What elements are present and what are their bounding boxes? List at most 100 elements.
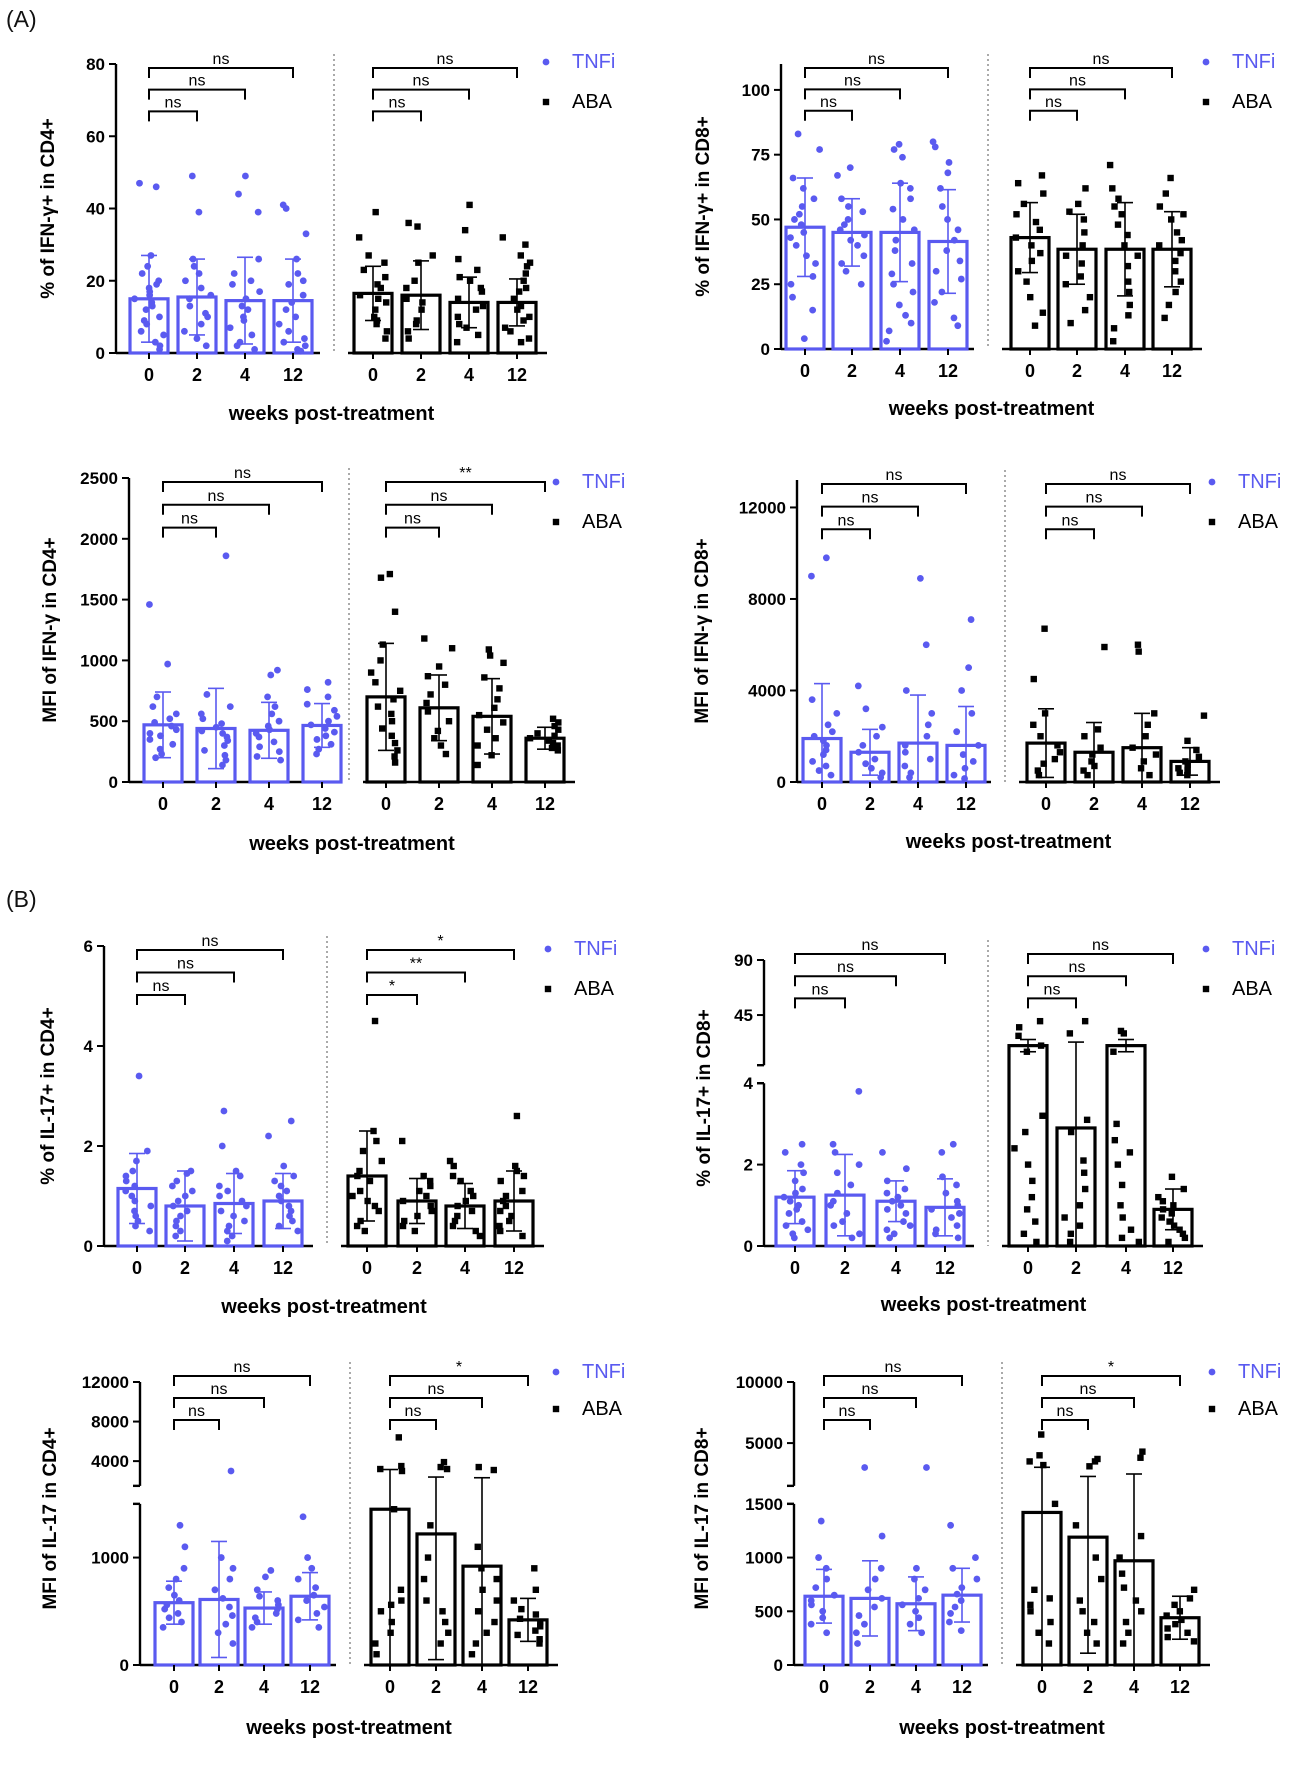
data-point-aba: [1054, 742, 1061, 749]
data-point-tnfi: [892, 236, 900, 244]
data-point-tnfi: [310, 1591, 318, 1599]
data-point-tnfi: [219, 1594, 227, 1602]
data-point-aba: [420, 1575, 428, 1583]
data-point-aba: [520, 317, 527, 324]
data-point-tnfi: [169, 1202, 177, 1210]
data-point-tnfi: [789, 174, 797, 182]
data-point-tnfi: [301, 342, 309, 350]
data-point-aba: [1029, 1177, 1036, 1185]
data-point-tnfi: [183, 1207, 191, 1215]
data-point-tnfi: [890, 1230, 898, 1238]
data-point-aba: [461, 226, 469, 234]
data-point-aba: [1110, 325, 1118, 332]
data-point-tnfi: [856, 1230, 863, 1238]
data-point-tnfi: [945, 159, 953, 166]
data-point-aba: [1077, 273, 1084, 280]
data-point-aba: [357, 1217, 364, 1225]
data-point-tnfi: [128, 1192, 136, 1200]
x-tick-label: 4: [913, 794, 923, 814]
data-point-aba: [391, 608, 399, 615]
data-point-tnfi: [913, 1564, 920, 1572]
y-tick-label: 8000: [748, 590, 786, 609]
data-point-aba: [1024, 1161, 1032, 1168]
data-point-aba: [445, 1629, 452, 1636]
data-point-tnfi: [226, 1575, 234, 1583]
data-point-aba: [532, 1586, 540, 1593]
data-point-aba: [502, 1202, 510, 1210]
data-point-tnfi: [180, 327, 188, 335]
y-tick-label: 4000: [91, 1452, 129, 1471]
data-point-tnfi: [222, 552, 230, 560]
data-point-aba: [1179, 1230, 1187, 1237]
data-point-aba: [1135, 1238, 1143, 1246]
comparison-bracket: [1029, 109, 1078, 121]
data-point-tnfi: [958, 1584, 966, 1592]
data-point-aba: [377, 1465, 384, 1473]
legend-marker-tnfi: [1202, 945, 1210, 953]
data-point-tnfi: [862, 705, 870, 713]
data-point-tnfi: [303, 686, 311, 693]
data-point-tnfi: [789, 293, 796, 301]
data-point-aba: [1176, 769, 1183, 777]
data-point-tnfi: [131, 1182, 139, 1190]
data-point-aba: [520, 1172, 528, 1180]
data-point-tnfi: [861, 231, 868, 239]
data-point-tnfi: [219, 761, 226, 769]
data-point-tnfi: [922, 641, 930, 649]
data-point-tnfi: [157, 732, 164, 740]
data-point-tnfi: [838, 260, 846, 267]
significance-label: **: [459, 465, 471, 482]
data-point-tnfi: [909, 288, 917, 296]
x-tick-label: 0: [817, 794, 827, 814]
significance-label: ns: [1045, 94, 1062, 111]
comparison-bracket: [1041, 1396, 1135, 1408]
comparison-bracket: [389, 1396, 483, 1408]
data-point-aba: [1184, 1629, 1191, 1636]
data-point-aba: [387, 1629, 394, 1636]
data-point-tnfi: [947, 1521, 954, 1529]
data-point-aba: [492, 735, 499, 742]
x-tick-label: 0: [381, 794, 391, 814]
data-point-aba: [1140, 758, 1148, 765]
data-point-aba: [429, 252, 436, 259]
data-point-tnfi: [188, 1187, 196, 1195]
data-point-tnfi: [201, 746, 208, 754]
data-point-aba: [388, 710, 395, 718]
data-point-tnfi: [855, 1161, 863, 1168]
data-point-tnfi: [324, 678, 332, 686]
comparison-bracket: [1027, 953, 1174, 964]
data-point-aba: [373, 320, 380, 328]
data-point-tnfi: [238, 302, 246, 310]
significance-label: ns: [1069, 959, 1086, 976]
y-tick-label: 12000: [82, 1373, 129, 1392]
data-point-tnfi: [948, 1214, 955, 1221]
comparison-bracket: [136, 971, 235, 983]
data-point-tnfi: [268, 710, 276, 718]
comparison-bracket: [385, 526, 440, 538]
x-tick-label: 12: [535, 794, 555, 814]
x-tick-label: 2: [865, 1677, 875, 1697]
data-point-aba: [390, 696, 397, 703]
data-point-aba: [1190, 1638, 1198, 1645]
data-point-aba: [373, 1137, 380, 1145]
significance-label: *: [437, 933, 443, 950]
data-point-aba: [1138, 1608, 1145, 1615]
x-tick-label: 2: [1072, 361, 1082, 381]
data-point-aba: [1014, 179, 1022, 187]
data-point-tnfi: [177, 1212, 184, 1220]
data-point-tnfi: [833, 1169, 841, 1177]
data-point-aba: [496, 1222, 503, 1230]
data-point-aba: [526, 735, 534, 742]
comparison-bracket: [1041, 1418, 1089, 1430]
data-point-tnfi: [122, 1172, 130, 1180]
significance-label: ns: [202, 933, 219, 950]
data-point-aba: [1114, 1161, 1122, 1168]
data-point-tnfi: [890, 146, 898, 153]
data-point-aba: [1170, 1202, 1177, 1209]
data-point-aba: [388, 718, 396, 725]
significance-label: ns: [886, 467, 903, 484]
data-point-tnfi: [143, 1147, 151, 1155]
data-point-tnfi: [975, 741, 982, 749]
data-point-aba: [1152, 751, 1160, 758]
data-point-tnfi: [297, 347, 305, 355]
